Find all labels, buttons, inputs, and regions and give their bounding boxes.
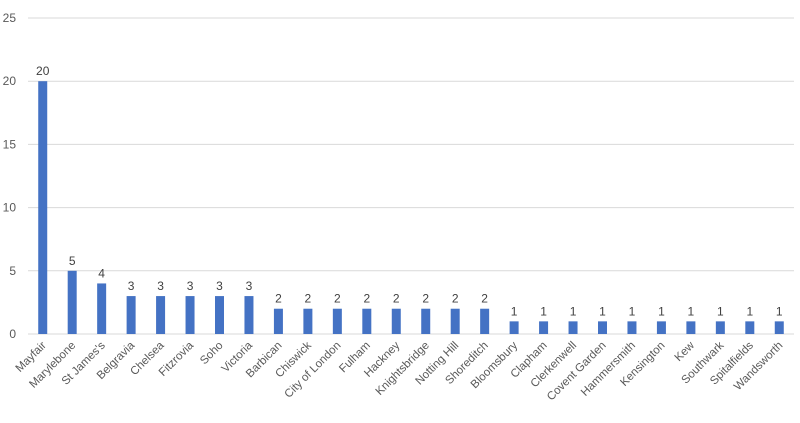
bars (38, 81, 784, 334)
bar (509, 321, 519, 334)
data-label: 1 (511, 304, 518, 318)
bar (450, 308, 460, 334)
bar (97, 283, 107, 334)
bar (244, 296, 254, 334)
x-tick-label: Kew (673, 339, 698, 364)
data-label: 3 (246, 279, 253, 293)
data-label: 2 (334, 292, 341, 306)
data-label: 20 (36, 64, 50, 78)
data-label: 1 (688, 304, 695, 318)
bar (480, 308, 490, 334)
y-tick-label: 0 (9, 327, 16, 341)
y-tick-label: 15 (3, 137, 17, 151)
bar (362, 308, 372, 334)
bar (715, 321, 725, 334)
bar (568, 321, 578, 334)
y-tick-label: 20 (3, 74, 17, 88)
y-axis-tick-labels: 0 5 10 15 20 25 (3, 11, 17, 341)
data-label: 1 (717, 304, 724, 318)
data-label: 1 (540, 304, 547, 318)
bar (745, 321, 755, 334)
bar (38, 81, 48, 334)
bar (627, 321, 637, 334)
data-label: 1 (776, 304, 783, 318)
data-label: 2 (393, 292, 400, 306)
y-tick-label: 5 (9, 264, 16, 278)
bar (273, 308, 283, 334)
bar (539, 321, 549, 334)
data-label: 2 (275, 292, 282, 306)
data-label: 1 (570, 304, 577, 318)
bar (185, 296, 195, 334)
data-label: 2 (305, 292, 312, 306)
data-label: 1 (599, 304, 606, 318)
data-label: 4 (98, 266, 105, 280)
data-label: 1 (629, 304, 636, 318)
bar (215, 296, 224, 334)
data-label: 5 (69, 254, 76, 268)
y-tick-label: 10 (3, 201, 17, 215)
data-label: 1 (746, 304, 753, 318)
data-label: 2 (422, 292, 429, 306)
data-labels: 20 5 4 3 3 3 3 3 2 2 2 2 2 2 2 2 1 1 1 1 1 1 1 1 1 1 (36, 64, 783, 318)
data-label: 2 (452, 292, 459, 306)
data-label: 3 (157, 279, 164, 293)
data-label: 3 (128, 279, 135, 293)
gridlines (28, 17, 794, 335)
x-tick-label: Soho (198, 340, 225, 367)
bar (391, 308, 401, 334)
bar (156, 296, 166, 334)
bar (332, 308, 342, 334)
bar (67, 270, 77, 334)
data-label: 3 (187, 279, 194, 293)
bar (656, 321, 666, 334)
bar (774, 321, 784, 334)
data-label: 2 (481, 292, 488, 306)
bar (686, 321, 696, 334)
data-label: 3 (216, 279, 223, 293)
bar (303, 308, 313, 334)
data-label: 1 (658, 304, 665, 318)
bar (598, 321, 607, 334)
bar (421, 308, 431, 334)
bar (126, 296, 136, 334)
data-label: 2 (363, 292, 370, 306)
y-tick-label: 25 (3, 11, 17, 25)
